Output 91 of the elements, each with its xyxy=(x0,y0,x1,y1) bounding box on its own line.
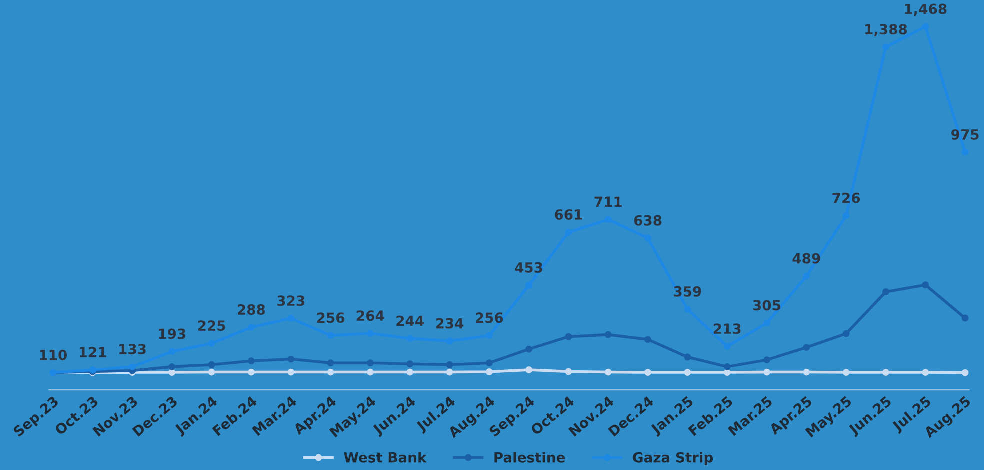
data-label: 121 xyxy=(80,347,106,358)
point xyxy=(406,360,414,368)
point xyxy=(248,368,255,376)
data-label: 225 xyxy=(198,320,226,332)
data-label: 711 xyxy=(594,196,622,208)
point xyxy=(644,369,652,376)
data-label: 256 xyxy=(476,312,504,324)
data-label: 661 xyxy=(555,209,582,220)
data-label: 193 xyxy=(159,328,186,340)
data-label: 975 xyxy=(951,129,979,140)
point xyxy=(168,348,176,356)
point xyxy=(962,314,969,322)
data-label: 110 xyxy=(40,350,67,360)
point xyxy=(565,228,572,236)
point xyxy=(327,368,334,376)
point xyxy=(644,336,652,344)
point xyxy=(526,346,533,353)
point xyxy=(406,335,414,342)
point xyxy=(882,288,890,296)
data-label: 288 xyxy=(238,304,266,316)
point xyxy=(288,315,295,322)
point xyxy=(842,212,850,220)
data-label: 1,468 xyxy=(905,4,947,16)
data-label: 256 xyxy=(317,312,345,324)
point xyxy=(803,272,810,280)
point xyxy=(922,369,930,376)
data-label: 1,388 xyxy=(866,24,908,36)
point xyxy=(724,363,731,370)
data-label: 234 xyxy=(436,318,464,329)
point xyxy=(446,361,454,368)
data-label: 264 xyxy=(357,310,384,322)
data-label: 305 xyxy=(753,300,781,311)
point xyxy=(842,369,850,376)
legend-label: West Bank xyxy=(344,452,427,463)
point xyxy=(565,368,572,376)
point xyxy=(604,368,612,376)
point xyxy=(208,340,216,347)
point xyxy=(922,282,930,289)
point xyxy=(764,320,770,327)
data-label: 726 xyxy=(832,192,860,204)
data-label: 453 xyxy=(515,262,542,273)
point xyxy=(684,369,692,376)
point xyxy=(604,331,612,338)
point xyxy=(486,368,493,376)
point xyxy=(526,366,533,374)
point xyxy=(922,23,930,30)
point xyxy=(248,324,255,331)
point xyxy=(327,360,334,367)
point xyxy=(129,363,136,370)
data-label: 359 xyxy=(674,286,702,297)
point xyxy=(962,148,969,156)
point xyxy=(208,361,216,368)
point xyxy=(486,332,493,340)
point xyxy=(208,368,216,376)
point xyxy=(803,344,810,352)
point xyxy=(327,332,334,340)
point xyxy=(288,356,295,363)
point xyxy=(486,360,493,367)
point xyxy=(366,330,374,338)
point xyxy=(724,369,731,376)
point xyxy=(526,282,533,289)
data-label: 638 xyxy=(634,215,662,226)
point xyxy=(764,368,770,376)
point xyxy=(248,358,255,365)
point xyxy=(168,369,176,376)
legend-label: Palestine xyxy=(494,452,566,463)
point xyxy=(803,368,810,376)
data-label: 244 xyxy=(396,316,424,326)
point xyxy=(366,368,374,376)
point xyxy=(406,368,414,376)
point xyxy=(684,354,692,361)
point xyxy=(565,333,572,340)
point xyxy=(764,356,770,364)
point xyxy=(288,368,295,376)
point xyxy=(962,369,969,376)
legend-label: Gaza Strip xyxy=(633,452,714,466)
point xyxy=(644,234,652,242)
point xyxy=(684,306,692,313)
point xyxy=(168,363,176,370)
point xyxy=(446,368,454,376)
point xyxy=(604,216,612,224)
point xyxy=(446,338,454,345)
point xyxy=(366,360,374,367)
data-label: 323 xyxy=(278,296,304,306)
data-label: 133 xyxy=(120,344,146,355)
point xyxy=(724,343,731,350)
data-label: 489 xyxy=(792,253,820,264)
point xyxy=(842,330,850,338)
point xyxy=(882,369,890,376)
point xyxy=(882,44,890,51)
data-label: 213 xyxy=(714,324,741,334)
